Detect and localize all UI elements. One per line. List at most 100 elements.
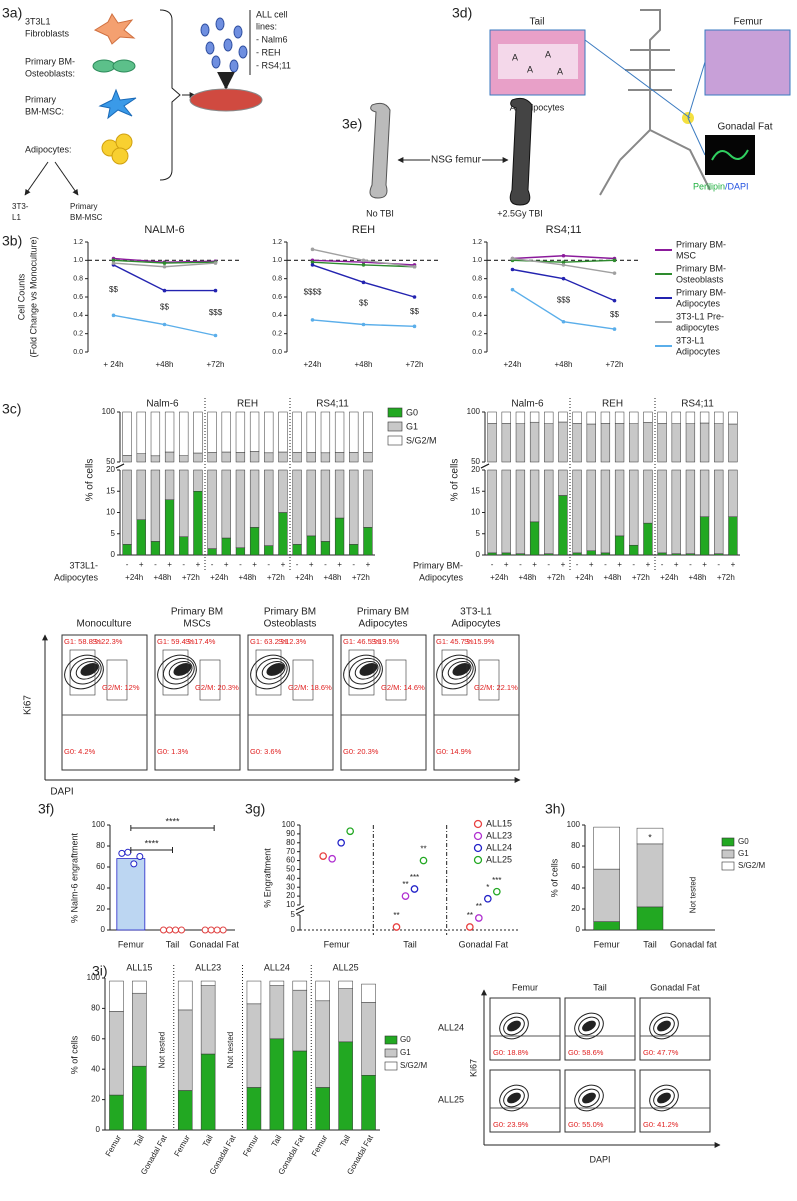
x-tick-label: Tail [643, 939, 657, 949]
contour [582, 1092, 596, 1104]
fibroblast-icon [93, 13, 136, 45]
gate-label: G1: 45.7 % [436, 637, 474, 646]
bar-segment [264, 469, 274, 546]
contour [69, 657, 102, 685]
x-tick-label: + [702, 560, 707, 569]
axis-line [584, 39, 691, 119]
bar-segment [657, 552, 667, 556]
series-line [113, 264, 216, 292]
group-label: ALL23 [195, 962, 221, 972]
bar-segment [699, 516, 710, 556]
bar-segment [320, 469, 331, 542]
contour [173, 663, 192, 676]
bar-segment [699, 469, 710, 517]
bar-segment [558, 469, 568, 496]
data-point [166, 926, 173, 934]
contour [343, 654, 383, 690]
x-tick-label: - [352, 560, 355, 569]
bar-segment [320, 541, 331, 556]
data-point [612, 258, 617, 263]
bar-segment [572, 469, 582, 554]
contour [507, 1020, 521, 1032]
bar-segment [221, 451, 231, 463]
bar-segment [685, 411, 696, 424]
panel-label: 3a) [2, 5, 22, 21]
flow-plot [564, 1069, 636, 1133]
x-tick-label: Femur [172, 1133, 192, 1158]
label: - REH [256, 47, 281, 57]
data-point [178, 926, 185, 934]
axis-line [295, 909, 305, 915]
x-tick-label: + 24h [103, 360, 123, 369]
y-axis-label: % of cells [69, 1035, 79, 1074]
chart-title: RS4;11 [546, 224, 582, 236]
y-axis-label: % Nalm-6 engraftment [69, 832, 79, 923]
bar-segment [179, 411, 189, 456]
group-label: Nalm-6 [146, 399, 179, 410]
bar-segment [164, 411, 175, 453]
bar-segment [728, 516, 738, 556]
perilipin-signal [711, 149, 749, 161]
axis-label: Ki67 [23, 695, 34, 715]
y-tick-label: 5 [476, 529, 481, 538]
y-tick-label: 60 [571, 862, 580, 871]
legend-label: G1 [400, 1048, 411, 1057]
x-tick-label: + [561, 560, 566, 569]
bar-segment [334, 517, 345, 556]
x-tick-label: Femur [310, 1133, 330, 1158]
data-point [130, 860, 138, 868]
bar-segment [572, 411, 582, 424]
y-tick-label: 0.0 [73, 349, 83, 356]
x-tick-label: + [589, 560, 594, 569]
contour [649, 1084, 679, 1112]
bar-segment [515, 423, 526, 463]
x-tick-label: - [717, 560, 720, 569]
gate-label: G0: 58.6% [568, 1048, 604, 1057]
x-tick-label: - [296, 560, 299, 569]
x-tick-label: + [252, 560, 257, 569]
data-point [361, 322, 366, 327]
x-tick-label: - [267, 560, 270, 569]
data-point [561, 319, 566, 324]
bar-segment [572, 423, 582, 463]
y-axis-label: % Engraftment [262, 848, 272, 908]
annotation: $$ [359, 299, 368, 308]
bar-segment [728, 469, 738, 517]
label: L1 [12, 213, 21, 222]
gate-label: G1: 59.4 % [157, 637, 195, 646]
legend-label: S/G2/M [400, 1061, 427, 1070]
gate [478, 659, 500, 701]
bar-segment [292, 469, 302, 545]
x-tick-label: +24h [303, 360, 321, 369]
y-axis-label: % of cells [549, 858, 559, 897]
x-tick-label: + [646, 560, 651, 569]
bar-segment [320, 411, 331, 454]
y-tick-label: 5 [291, 910, 296, 919]
y-tick-label: 100 [92, 820, 106, 829]
bar-segment [292, 989, 308, 1052]
bar-segment [193, 411, 203, 454]
bar-segment [572, 552, 582, 556]
bar-segment [636, 906, 664, 931]
bar-segment [643, 469, 653, 524]
y-tick-label: 30 [286, 882, 295, 891]
y-tick-label: 0.6 [73, 294, 83, 301]
label: Perilipin [693, 181, 725, 191]
bar-segment [200, 980, 216, 986]
bar-segment [501, 423, 511, 463]
data-point [612, 271, 617, 275]
data-point [492, 887, 501, 896]
legend-swatch [721, 837, 735, 847]
legend-label: ALL25 [486, 854, 512, 864]
cell-label: BM-MSC: [25, 106, 64, 116]
annotation: ** [467, 911, 473, 920]
annotation: *** [492, 876, 501, 885]
contour [64, 654, 104, 690]
gate [69, 649, 96, 696]
axis-label: Ki67 [468, 1059, 478, 1077]
row-label: Primary BM- [413, 560, 463, 570]
label: BM-MSC [70, 213, 103, 222]
annotation: * [648, 833, 652, 843]
x-tick-label: +24h [125, 573, 143, 582]
data-point [310, 318, 315, 322]
